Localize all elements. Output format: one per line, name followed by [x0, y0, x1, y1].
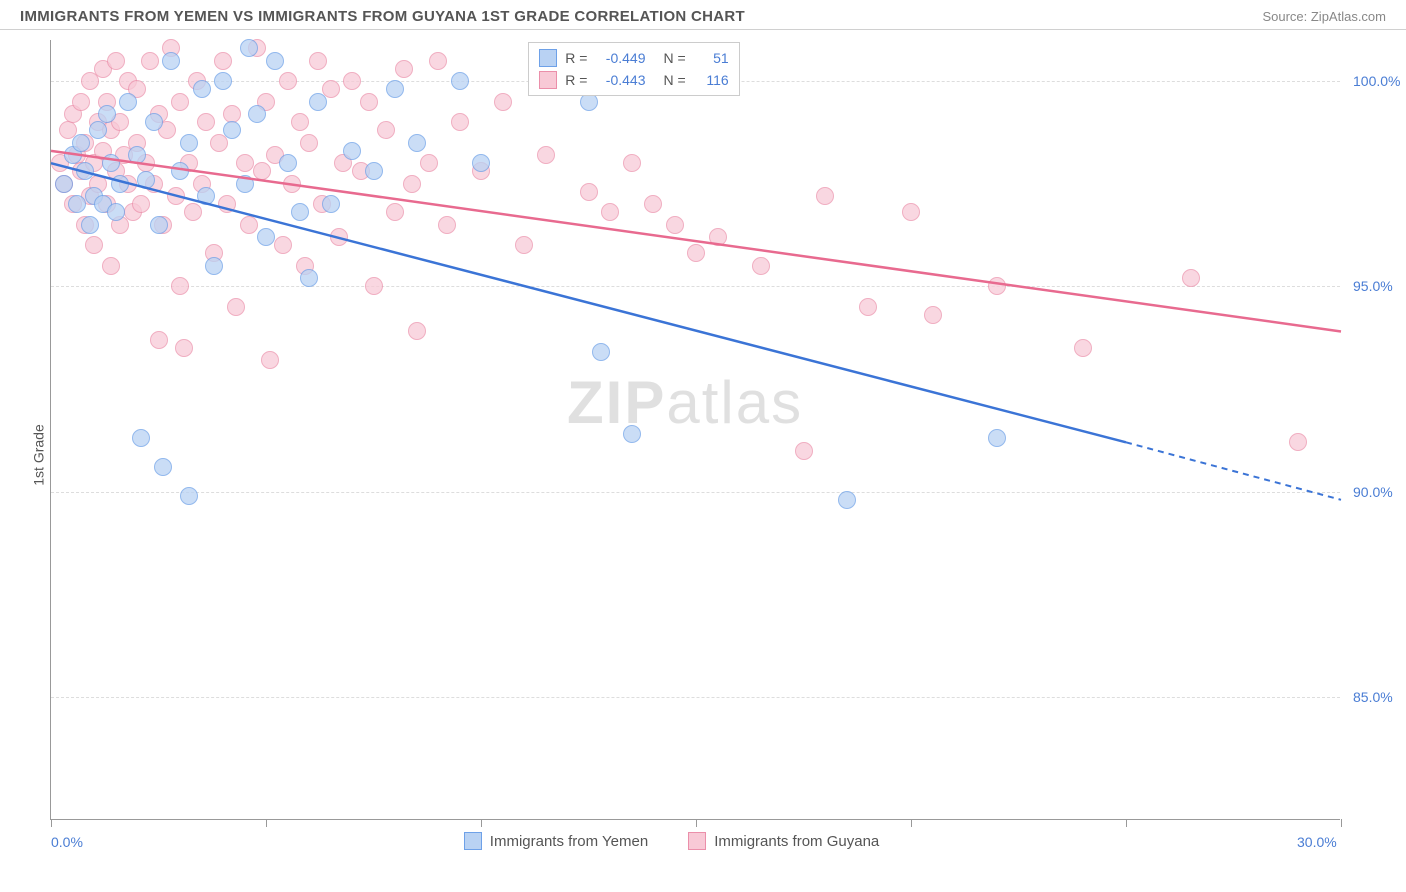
trend-line-extrapolated	[1126, 442, 1341, 499]
legend-bottom: Immigrants from Yemen Immigrants from Guy…	[464, 832, 879, 850]
y-tick-label: 100.0%	[1353, 73, 1400, 89]
legend-correlation-box: R = -0.449 N = 51 R = -0.443 N = 116	[528, 42, 739, 96]
chart-source: Source: ZipAtlas.com	[1262, 9, 1386, 24]
y-tick-label: 95.0%	[1353, 278, 1393, 294]
y-tick-label: 85.0%	[1353, 689, 1393, 705]
y-axis-label: 1st Grade	[31, 424, 47, 485]
legend-r-value: -0.443	[595, 72, 645, 88]
source-prefix: Source:	[1262, 9, 1310, 24]
plot-region: 85.0%90.0%95.0%100.0%0.0%30.0%ZIPatlasR …	[50, 40, 1340, 820]
x-tick	[481, 819, 482, 827]
x-tick	[1126, 819, 1127, 827]
legend-item: Immigrants from Guyana	[688, 832, 879, 850]
trend-line	[51, 151, 1341, 332]
trend-lines	[51, 40, 1341, 820]
x-tick-label-start: 0.0%	[51, 834, 83, 850]
legend-item: Immigrants from Yemen	[464, 832, 648, 850]
chart-area: 1st Grade 85.0%90.0%95.0%100.0%0.0%30.0%…	[0, 30, 1406, 880]
legend-swatch	[539, 71, 557, 89]
trend-line	[51, 163, 1126, 442]
legend-label: Immigrants from Guyana	[714, 833, 879, 850]
chart-title: IMMIGRANTS FROM YEMEN VS IMMIGRANTS FROM…	[20, 8, 745, 25]
legend-row: R = -0.449 N = 51	[539, 47, 728, 69]
x-tick	[1341, 819, 1342, 827]
legend-label: Immigrants from Yemen	[490, 833, 648, 850]
legend-r-value: -0.449	[595, 50, 645, 66]
x-tick	[696, 819, 697, 827]
chart-header: IMMIGRANTS FROM YEMEN VS IMMIGRANTS FROM…	[0, 0, 1406, 30]
x-tick	[911, 819, 912, 827]
legend-swatch	[688, 832, 706, 850]
x-tick	[266, 819, 267, 827]
legend-n-value: 116	[694, 72, 729, 88]
y-tick-label: 90.0%	[1353, 484, 1393, 500]
legend-r-label: R =	[565, 50, 587, 66]
legend-swatch	[539, 49, 557, 67]
legend-row: R = -0.443 N = 116	[539, 69, 728, 91]
legend-swatch	[464, 832, 482, 850]
legend-n-value: 51	[694, 50, 729, 66]
legend-n-label: N =	[663, 50, 685, 66]
legend-r-label: R =	[565, 72, 587, 88]
x-tick	[51, 819, 52, 827]
x-tick-label-end: 30.0%	[1297, 834, 1337, 850]
source-name: ZipAtlas.com	[1311, 9, 1386, 24]
legend-n-label: N =	[663, 72, 685, 88]
